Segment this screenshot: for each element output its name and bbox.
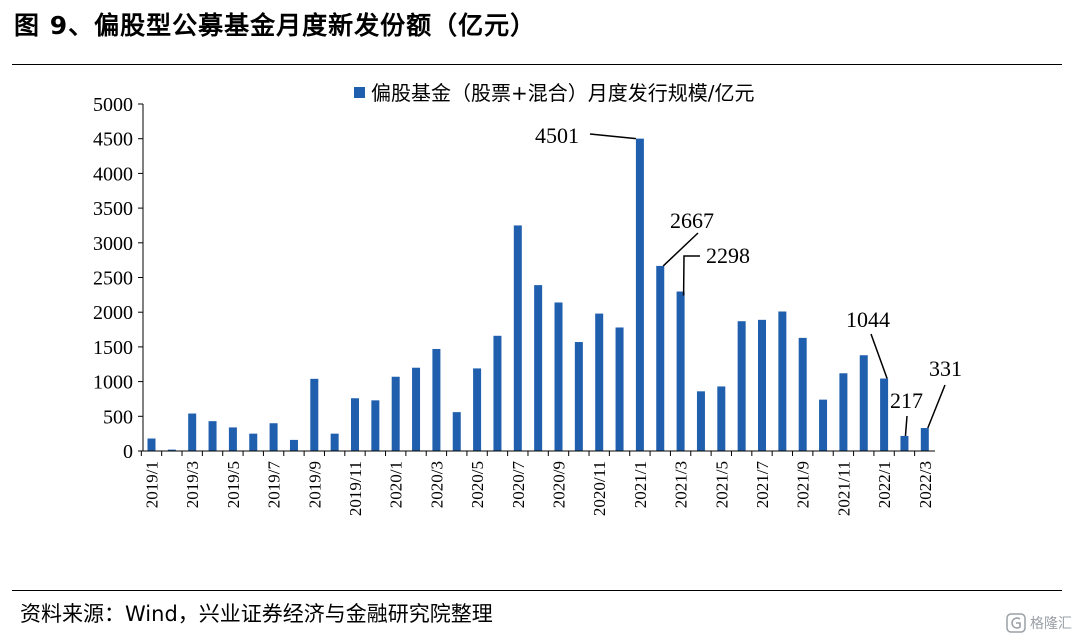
- y-tick-label: 3500: [93, 198, 133, 220]
- bar: [208, 421, 217, 451]
- y-tick-label: 0: [123, 441, 133, 463]
- bar: [147, 438, 156, 451]
- bar: [717, 386, 726, 451]
- bar: [737, 321, 746, 451]
- x-tick-label: 2022/1: [875, 461, 894, 508]
- top-rule: [12, 64, 1062, 65]
- figure-title: 图 9、偏股型公募基金月度新发份额（亿元）: [14, 11, 537, 40]
- x-tick-label: 2019/3: [183, 461, 202, 508]
- bar: [798, 337, 807, 451]
- y-tick-label: 2500: [93, 268, 133, 290]
- bar: [778, 311, 787, 451]
- x-tick-label: 2019/11: [346, 461, 365, 516]
- x-tick-label: 2020/3: [427, 461, 446, 508]
- x-tick-label: 2021/9: [794, 461, 813, 508]
- data-label: 4501: [535, 123, 579, 148]
- bar: [696, 391, 705, 451]
- annotation-leader-line: [927, 384, 946, 429]
- watermark: 格隆汇: [1006, 613, 1072, 633]
- bar: [330, 433, 339, 451]
- x-tick-label: 2019/1: [143, 461, 162, 508]
- x-tick-label: 2019/5: [224, 461, 243, 508]
- x-tick-label: 2019/7: [265, 461, 284, 509]
- data-label: 217: [890, 388, 923, 413]
- x-tick-label: 2020/9: [550, 461, 569, 508]
- y-tick-label: 5000: [93, 94, 133, 116]
- y-tick-label: 1500: [93, 337, 133, 359]
- bar: [269, 423, 278, 451]
- x-tick-label: 2021/7: [753, 461, 772, 509]
- bar: [513, 225, 522, 451]
- annotation-leader-line: [589, 133, 636, 140]
- bar: [656, 265, 665, 451]
- x-tick-label: 2020/1: [387, 461, 406, 508]
- x-tick-label: 2022/3: [916, 461, 935, 508]
- x-tick-label: 2020/7: [509, 461, 528, 509]
- bar: [920, 428, 929, 451]
- bar: [595, 313, 604, 451]
- y-tick-label: 4000: [93, 163, 133, 185]
- data-label: 2298: [706, 243, 750, 268]
- bar: [249, 433, 258, 451]
- x-tick-label: 2019/9: [305, 461, 324, 508]
- bar: [452, 412, 461, 451]
- bar: [228, 427, 237, 451]
- bar: [615, 327, 624, 451]
- bottom-rule: [12, 590, 1062, 591]
- bar: [167, 449, 176, 451]
- y-tick-label: 2000: [93, 302, 133, 324]
- data-label: 331: [929, 356, 962, 381]
- y-tick-label: 1000: [93, 372, 133, 394]
- legend-label: 偏股基金（股票+混合）月度发行规模/亿元: [371, 81, 755, 105]
- data-label: 1044: [846, 307, 890, 332]
- y-tick-label: 4500: [93, 129, 133, 151]
- x-tick-label: 2021/1: [631, 461, 650, 508]
- bar: [574, 342, 583, 451]
- y-tick-label: 500: [103, 406, 133, 428]
- bar: [839, 373, 848, 451]
- x-tick-label: 2021/3: [672, 461, 691, 508]
- bar: [473, 368, 482, 451]
- bar: [412, 367, 421, 451]
- y-tick-label: 3000: [93, 233, 133, 255]
- annotation-leader-line: [662, 232, 699, 267]
- data-label: 2667: [670, 208, 714, 233]
- bar: [900, 435, 909, 451]
- annotation-leader-line: [870, 333, 888, 379]
- legend-swatch: [354, 87, 365, 98]
- x-tick-label: 2021/5: [712, 461, 731, 508]
- x-tick-label: 2020/11: [590, 461, 609, 516]
- bar: [188, 413, 197, 451]
- x-tick-label: 2020/5: [468, 461, 487, 508]
- bar: [391, 376, 400, 451]
- bar: [371, 400, 380, 451]
- bar: [351, 398, 359, 451]
- glh-logo-icon: [1006, 613, 1026, 633]
- bar: [676, 291, 685, 451]
- bar: [534, 285, 543, 451]
- bar: [289, 439, 298, 451]
- bar: [310, 378, 319, 451]
- x-tick-label: 2021/11: [834, 461, 853, 516]
- bar: [635, 138, 644, 451]
- bar: [859, 355, 868, 451]
- source-note: 资料来源：Wind，兴业证券经济与金融研究院整理: [20, 602, 493, 626]
- bar: [432, 348, 441, 451]
- bar: [880, 378, 889, 451]
- bar: [554, 302, 563, 451]
- annotation-leader-line: [904, 415, 908, 436]
- bar: [493, 335, 502, 451]
- bar: [758, 319, 766, 451]
- watermark-text: 格隆汇: [1030, 616, 1072, 632]
- bar: [819, 399, 828, 451]
- annotation-leader-line: [682, 255, 700, 296]
